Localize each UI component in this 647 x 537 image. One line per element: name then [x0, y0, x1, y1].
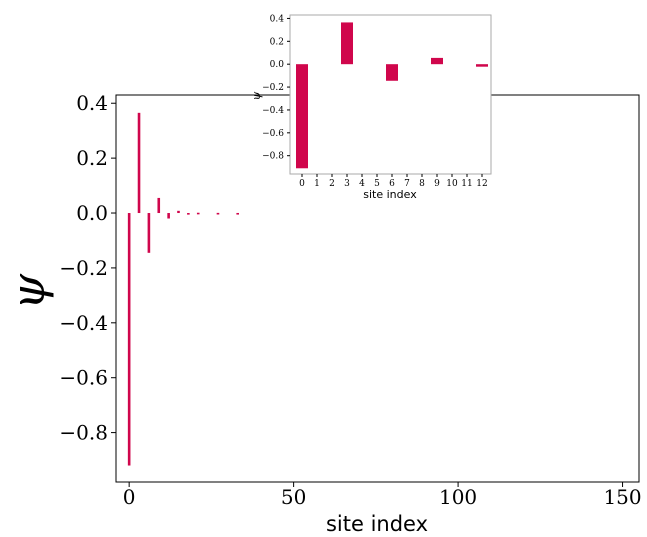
inset-y-tick-label: 0.4 [270, 14, 285, 24]
main-y-axis-label: ψ [1, 273, 55, 310]
inset-x-tick-label: 11 [461, 179, 472, 189]
main-bar [137, 112, 141, 214]
main-bar [216, 212, 220, 215]
main-y-tick-label: −0.4 [59, 311, 108, 335]
inset-y-tick-label: −0.4 [262, 106, 284, 116]
main-x-tick-label: 100 [439, 485, 477, 509]
inset-x-tick-label: 0 [299, 179, 305, 189]
inset-y-tick-label: 0.2 [270, 37, 284, 47]
main-bar [147, 213, 151, 253]
main-bar [187, 213, 190, 215]
inset-bar [296, 64, 308, 169]
main-bar [157, 197, 161, 214]
inset-y-tick-label: −0.8 [262, 152, 284, 162]
main-bars [127, 112, 240, 466]
inset-x-tick-label: 5 [374, 179, 380, 189]
main-y-tick-label: −0.2 [59, 256, 108, 280]
main-x-tick-label: 0 [123, 485, 136, 509]
inset-x-ticks: 0 1 2 3 4 5 6 7 8 9 10 11 12 [299, 174, 488, 189]
main-y-tick-label: −0.6 [59, 366, 108, 390]
inset-x-tick-label: 3 [344, 179, 350, 189]
main-bar [196, 212, 200, 215]
main-y-tick-label: −0.8 [59, 421, 108, 445]
inset-y-tick-label: 0.0 [270, 60, 285, 70]
inset-x-tick-label: 10 [446, 179, 458, 189]
inset-x-tick-label: 7 [404, 179, 410, 189]
inset-bar [431, 57, 443, 65]
inset-y-tick-label: −0.6 [262, 129, 284, 139]
inset-y-ticks: 0.4 0.2 0.0 −0.2 −0.4 −0.6 −0.8 [262, 14, 290, 162]
main-x-ticks: 0 50 100 150 [123, 482, 642, 509]
inset-x-axis-label: site index [363, 188, 417, 201]
inset-x-tick-label: 6 [389, 179, 395, 189]
main-chart: 0.40.20.0−0.2−0.4−0.6−0.8 0 50 100 150 site… [1, 91, 642, 536]
inset-x-tick-label: 4 [359, 179, 365, 189]
inset-x-tick-label: 2 [329, 179, 335, 189]
main-bar [127, 213, 131, 466]
main-y-tick-label: 0.2 [76, 146, 108, 170]
inset-bar [476, 64, 488, 67]
inset-bars [296, 22, 488, 169]
main-bar [236, 212, 240, 215]
inset-x-tick-label: 8 [419, 179, 425, 189]
main-y-tick-label: 0.4 [76, 91, 108, 115]
inset-chart: 0.40.20.0−0.2−0.4−0.6−0.8 0 1 2 3 4 5 6 7 8 9 10 11… [250, 14, 492, 201]
main-x-tick-label: 150 [603, 485, 641, 509]
inset-y-axis-label: ψ [250, 91, 263, 100]
main-bar [167, 213, 170, 219]
main-y-ticks: 0.4 0.2 0.0 −0.2 −0.4 −0.6 −0.8 [59, 91, 116, 445]
inset-y-tick-label: −0.2 [262, 83, 284, 93]
inset-bar [386, 64, 398, 81]
main-x-axis-label: site index [326, 512, 428, 536]
inset-x-tick-label: 1 [314, 179, 320, 189]
inset-bar [341, 22, 353, 65]
inset-background [290, 15, 491, 174]
main-x-tick-label: 50 [281, 485, 306, 509]
inset-x-tick-label: 9 [434, 179, 440, 189]
inset-x-tick-label: 12 [476, 179, 487, 189]
main-bar [177, 210, 180, 214]
inset-plot-frame [289, 14, 492, 175]
main-y-tick-label: 0.0 [76, 201, 108, 225]
